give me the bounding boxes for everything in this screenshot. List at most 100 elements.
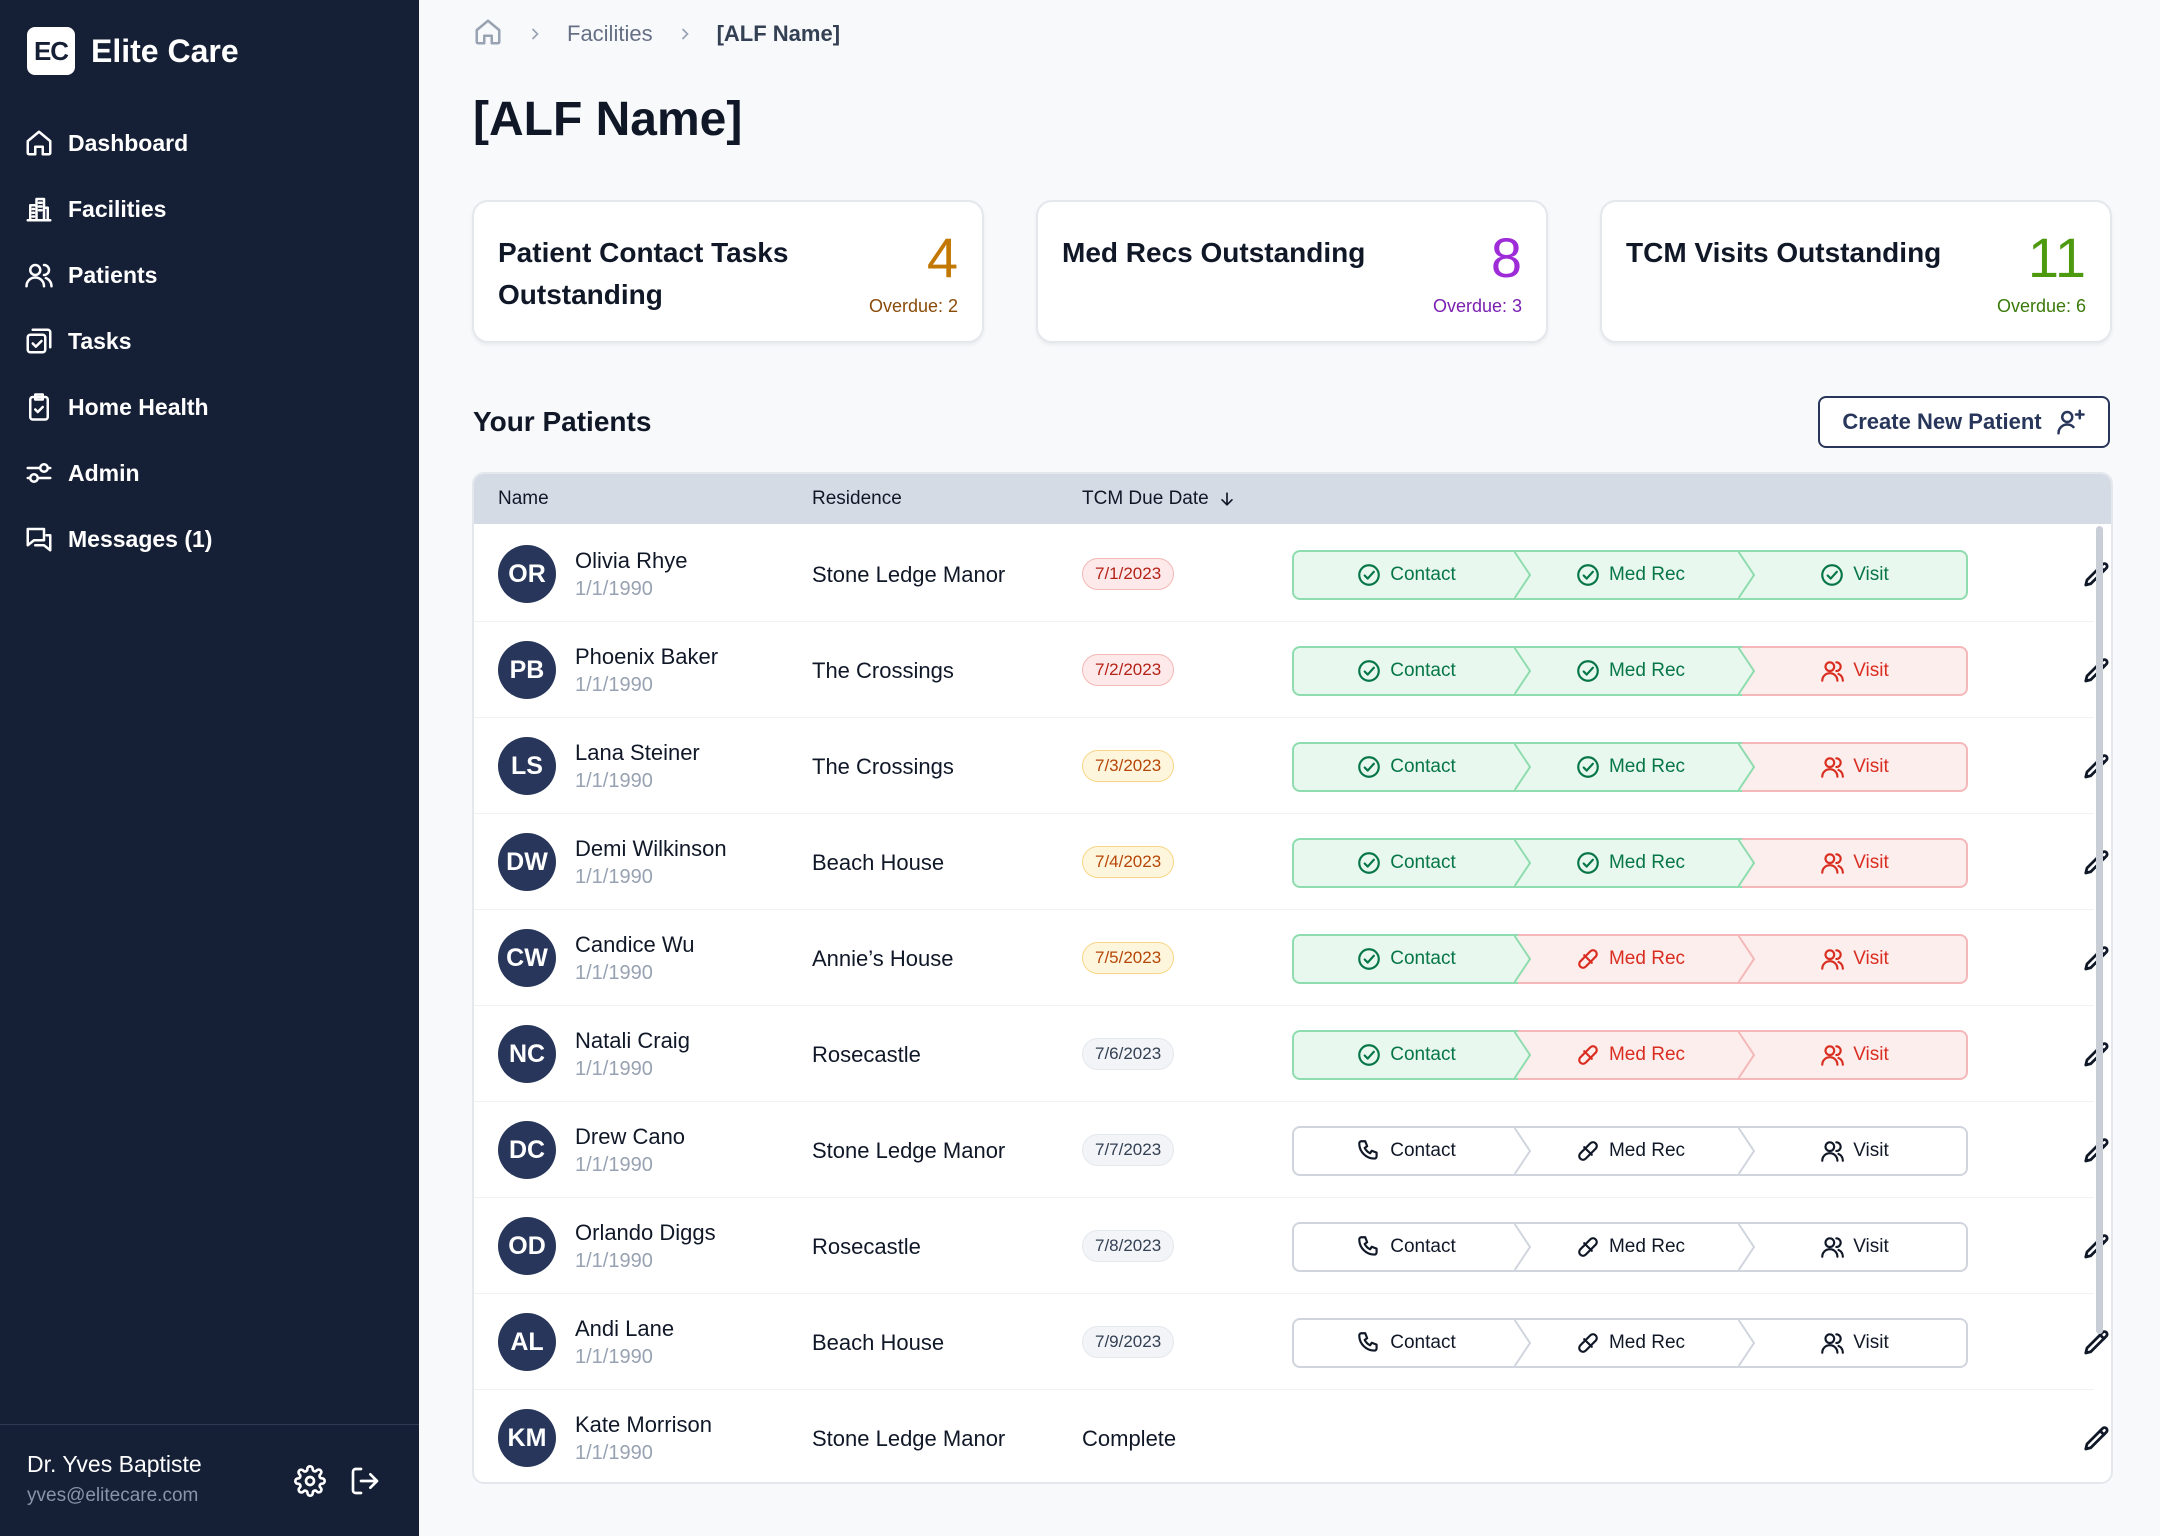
step-label: Med Rec bbox=[1608, 660, 1686, 681]
step-label: Visit bbox=[1853, 564, 1889, 585]
step-visit[interactable]: Visit bbox=[1742, 934, 1968, 984]
step-med-rec[interactable]: Med Rec bbox=[1518, 1126, 1756, 1176]
users-icon bbox=[1821, 1141, 1845, 1162]
breadcrumb-facilities[interactable]: Facilities bbox=[567, 21, 653, 46]
patient-dob: 1/1/1990 bbox=[575, 1154, 653, 1176]
step-visit[interactable]: Visit bbox=[1742, 1318, 1968, 1368]
step-med-rec[interactable]: Med Rec bbox=[1518, 550, 1756, 600]
patient-name[interactable]: Drew Cano bbox=[575, 1124, 686, 1149]
check-circle-icon bbox=[1821, 564, 1844, 586]
patient-name[interactable]: Olivia Rhye bbox=[575, 548, 688, 573]
step-med-rec[interactable]: Med Rec bbox=[1518, 1222, 1756, 1272]
step-visit[interactable]: Visit bbox=[1742, 742, 1968, 792]
table-row[interactable]: OR Olivia Rhye 1/1/1990 Stone Ledge Manor 7/… bbox=[474, 526, 2109, 622]
step-arrow bbox=[1738, 646, 1756, 696]
table-row[interactable]: LS Lana Steiner 1/1/1990 The Crossings 7/3/2… bbox=[474, 718, 2109, 814]
edit-patient-button[interactable] bbox=[2082, 1328, 2111, 1358]
users-icon bbox=[1821, 1045, 1845, 1066]
patient-dob: 1/1/1990 bbox=[575, 578, 653, 600]
sidebar-item-home-health[interactable]: Home Health bbox=[24, 374, 394, 440]
step-visit[interactable]: Visit bbox=[1742, 1222, 1968, 1272]
breadcrumb-current: [ALF Name] bbox=[716, 21, 841, 46]
patient-dob: 1/1/1990 bbox=[575, 1346, 653, 1368]
patient-name[interactable]: Kate Morrison bbox=[575, 1412, 712, 1437]
step-arrow bbox=[1514, 646, 1532, 696]
messages-icon bbox=[26, 527, 52, 552]
step-contact[interactable]: Contact bbox=[1292, 934, 1532, 984]
avatar: AL bbox=[498, 1313, 556, 1371]
brand[interactable]: EC Elite Care bbox=[27, 27, 239, 75]
step-contact[interactable]: Contact bbox=[1292, 1030, 1532, 1080]
table-row[interactable]: DC Drew Cano 1/1/1990 Stone Ledge Manor 7/7/… bbox=[474, 1102, 2109, 1198]
sidebar-item-dashboard[interactable]: Dashboard bbox=[24, 110, 394, 176]
sidebar-item-label: Messages (1) bbox=[68, 525, 213, 552]
patient-name[interactable]: Phoenix Baker bbox=[575, 644, 719, 669]
sidebar-item-patients[interactable]: Patients bbox=[24, 242, 394, 308]
step-contact[interactable]: Contact bbox=[1292, 838, 1532, 888]
patient-residence: Beach House bbox=[812, 1330, 945, 1355]
table-row[interactable]: DW Demi Wilkinson 1/1/1990 Beach House 7/4/2… bbox=[474, 814, 2109, 910]
table-row[interactable]: PB Phoenix Baker 1/1/1990 The Crossings 7/2/… bbox=[474, 622, 2109, 718]
step-visit[interactable]: Visit bbox=[1742, 646, 1968, 696]
step-contact[interactable]: Contact bbox=[1292, 1126, 1532, 1176]
patient-name[interactable]: Candice Wu bbox=[575, 932, 695, 957]
step-med-rec[interactable]: Med Rec bbox=[1518, 934, 1756, 984]
user-name: Dr. Yves Baptiste bbox=[27, 1451, 202, 1477]
patient-residence: The Crossings bbox=[812, 754, 954, 779]
step-visit[interactable]: Visit bbox=[1742, 838, 1968, 888]
settings-button[interactable] bbox=[294, 1465, 326, 1497]
pencil-icon bbox=[2084, 1330, 2109, 1355]
check-circle-icon bbox=[1358, 852, 1381, 874]
create-new-patient-button[interactable]: Create New Patient bbox=[1818, 396, 2110, 448]
patient-name[interactable]: Demi Wilkinson bbox=[575, 836, 727, 861]
check-circle-icon bbox=[1358, 1044, 1381, 1066]
step-visit[interactable]: Visit bbox=[1742, 1126, 1968, 1176]
table-row[interactable]: AL Andi Lane 1/1/1990 Beach House 7/9/2023 Co… bbox=[474, 1294, 2109, 1390]
table-row[interactable]: OD Orlando Diggs 1/1/1990 Rosecastle 7/8/202… bbox=[474, 1198, 2109, 1294]
sidebar-item-messages[interactable]: Messages (1) bbox=[24, 506, 394, 572]
column-header-name[interactable]: Name bbox=[498, 488, 549, 509]
step-contact[interactable]: Contact bbox=[1292, 742, 1532, 792]
sidebar-item-tasks[interactable]: Tasks bbox=[24, 308, 394, 374]
step-contact[interactable]: Contact bbox=[1292, 1318, 1532, 1368]
sidebar-item-admin[interactable]: Admin bbox=[24, 440, 394, 506]
step-visit[interactable]: Visit bbox=[1742, 1030, 1968, 1080]
stat-value: 8 bbox=[1490, 226, 1522, 289]
sidebar-item-facilities[interactable]: Facilities bbox=[24, 176, 394, 242]
step-label: Med Rec bbox=[1608, 852, 1686, 873]
patient-residence: Stone Ledge Manor bbox=[812, 1138, 1006, 1163]
step-contact[interactable]: Contact bbox=[1292, 646, 1532, 696]
stat-card-tcm-visits[interactable]: TCM Visits Outstanding 11 Overdue: 6 bbox=[1600, 200, 2112, 343]
stat-card-contact-tasks[interactable]: Patient Contact Tasks Outstanding 4 Over… bbox=[472, 200, 984, 343]
patient-name[interactable]: Andi Lane bbox=[575, 1316, 675, 1341]
table-row[interactable]: KM Kate Morrison 1/1/1990 Stone Ledge Manor… bbox=[474, 1390, 2109, 1482]
stat-value: 11 bbox=[2027, 226, 2086, 289]
tcm-progress-steps: Contact Med Rec Visit bbox=[1292, 742, 1968, 792]
step-arrow bbox=[1738, 1126, 1756, 1176]
logout-button[interactable] bbox=[349, 1465, 381, 1497]
step-label: Visit bbox=[1853, 756, 1889, 777]
check-circle-icon bbox=[1577, 564, 1599, 586]
step-med-rec[interactable]: Med Rec bbox=[1518, 1318, 1756, 1368]
edit-patient-button[interactable] bbox=[2082, 1424, 2111, 1454]
step-contact[interactable]: Contact bbox=[1292, 1222, 1532, 1272]
step-med-rec[interactable]: Med Rec bbox=[1518, 838, 1756, 888]
breadcrumb-home[interactable] bbox=[473, 17, 503, 52]
step-contact[interactable]: Contact bbox=[1292, 550, 1532, 600]
step-label: Contact bbox=[1390, 1044, 1456, 1065]
patient-name[interactable]: Lana Steiner bbox=[575, 740, 700, 765]
table-row[interactable]: CW Candice Wu 1/1/1990 Annie’s House 7/5/202… bbox=[474, 910, 2109, 1006]
scrollbar[interactable] bbox=[2096, 526, 2103, 1334]
section-title: Your Patients bbox=[473, 406, 652, 437]
stat-card-med-recs[interactable]: Med Recs Outstanding 8 Overdue: 3 bbox=[1036, 200, 1548, 343]
patient-name[interactable]: Orlando Diggs bbox=[575, 1220, 716, 1245]
home-icon bbox=[475, 19, 501, 44]
step-med-rec[interactable]: Med Rec bbox=[1518, 742, 1756, 792]
step-med-rec[interactable]: Med Rec bbox=[1518, 1030, 1756, 1080]
step-med-rec[interactable]: Med Rec bbox=[1518, 646, 1756, 696]
table-row[interactable]: NC Natali Craig 1/1/1990 Rosecastle 7/6/2023… bbox=[474, 1006, 2109, 1102]
column-header-due-date[interactable]: TCM Due Date bbox=[1082, 488, 1237, 510]
column-header-residence[interactable]: Residence bbox=[812, 488, 902, 509]
step-visit[interactable]: Visit bbox=[1742, 550, 1968, 600]
patient-name[interactable]: Natali Craig bbox=[575, 1028, 690, 1053]
